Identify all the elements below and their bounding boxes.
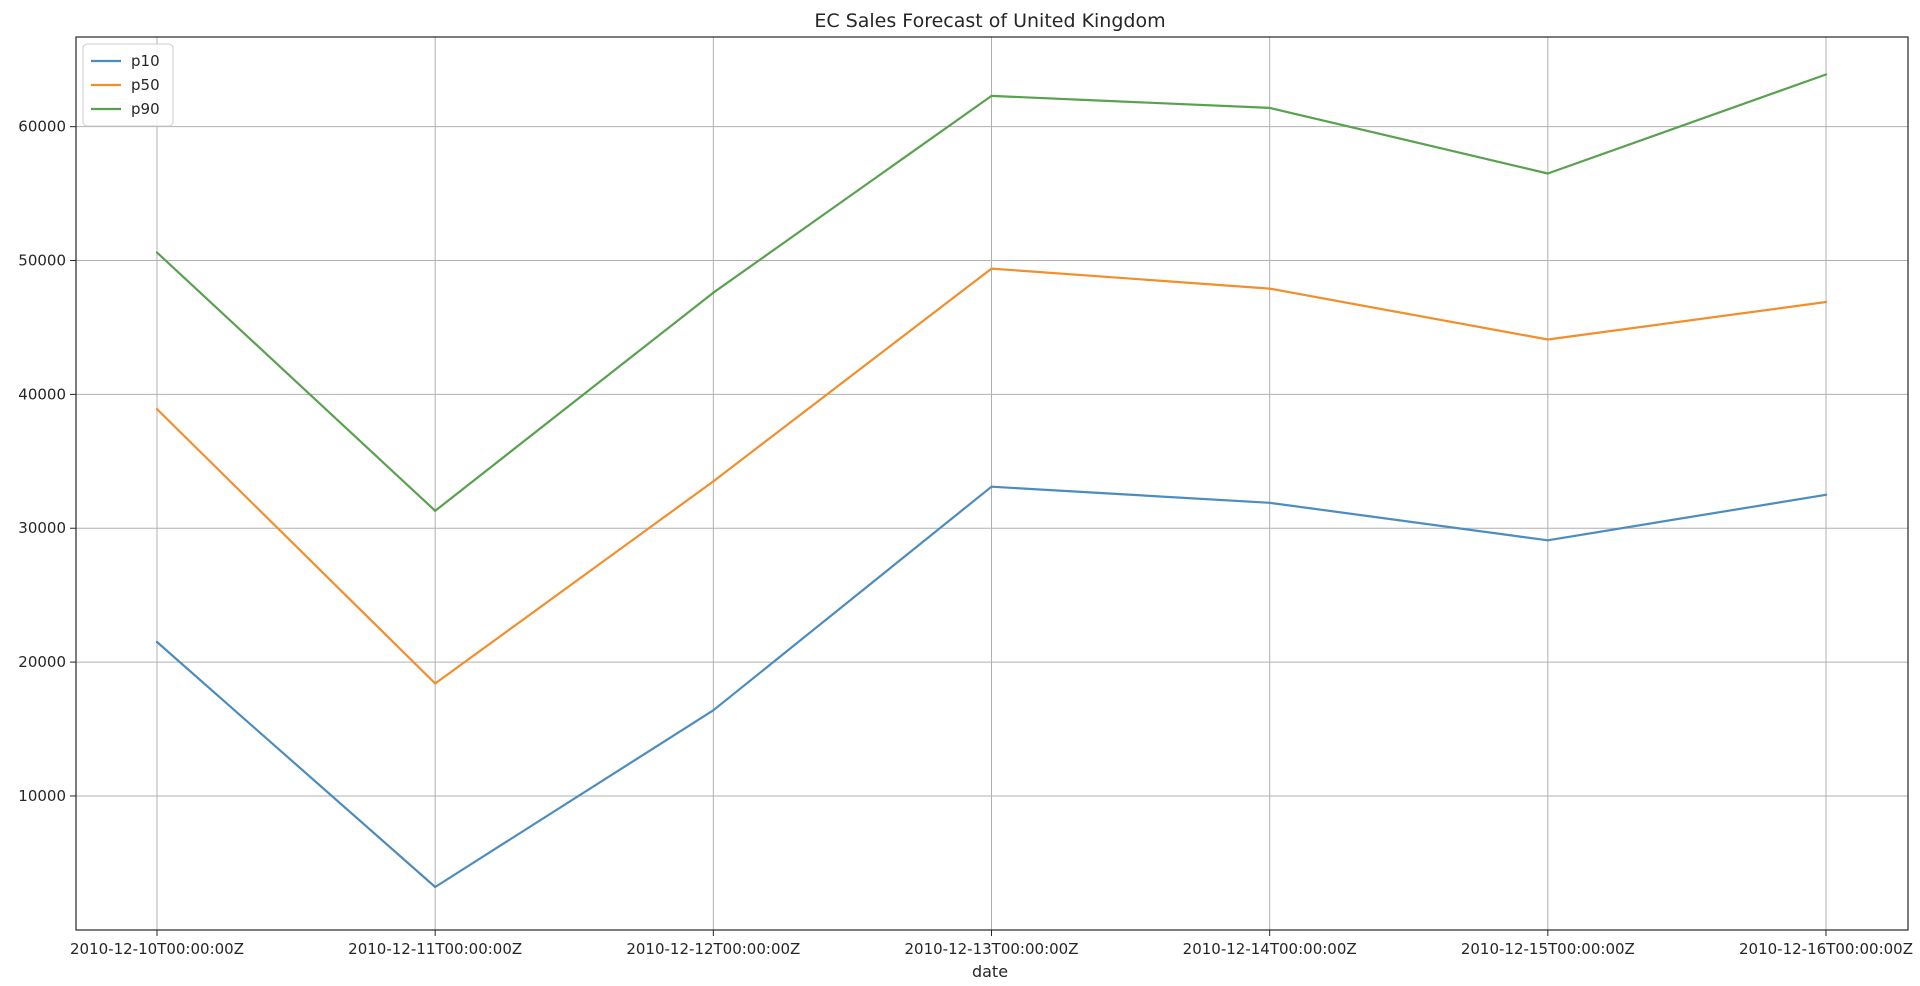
y-tick-label: 20000 [18, 653, 66, 671]
x-tick-label: 2010-12-11T00:00:00Z [348, 940, 522, 958]
data-point-p50 [1546, 338, 1549, 341]
data-point-p10 [712, 709, 715, 712]
data-point-p10 [1268, 501, 1271, 504]
x-tick-label: 2010-12-15T00:00:00Z [1461, 940, 1635, 958]
legend-label-p10: p10 [131, 52, 160, 70]
chart-title: EC Sales Forecast of United Kingdom [814, 10, 1165, 32]
y-tick-label: 50000 [18, 252, 66, 270]
data-point-p50 [712, 480, 715, 483]
legend-label-p90: p90 [131, 100, 160, 118]
data-point-p10 [434, 885, 437, 889]
data-point-p50 [1268, 287, 1271, 290]
y-tick-label: 40000 [18, 385, 66, 403]
series-lines [155, 73, 1828, 889]
x-tick-label: 2010-12-14T00:00:00Z [1183, 940, 1357, 958]
data-point-p10 [1824, 493, 1828, 496]
legend: p10 p50 p90 [82, 43, 174, 127]
x-tick-label: 2010-12-10T00:00:00Z [70, 940, 244, 958]
data-point-p10 [990, 485, 993, 488]
data-point-p10 [155, 640, 159, 644]
x-tick-label: 2010-12-16T00:00:00Z [1739, 940, 1913, 958]
x-tick-label: 2010-12-13T00:00:00Z [905, 940, 1079, 958]
data-point-p90 [1268, 106, 1271, 110]
data-point-p90 [434, 509, 437, 512]
data-point-p50 [990, 267, 993, 270]
x-tick-label: 2010-12-12T00:00:00Z [626, 940, 800, 958]
data-point-p50 [1824, 300, 1828, 304]
legend-label-p50: p50 [131, 76, 160, 94]
legend-box [82, 43, 174, 127]
data-point-p90 [155, 251, 159, 254]
y-tick-label: 30000 [18, 519, 66, 537]
y-tick-label: 60000 [18, 118, 66, 136]
grid-lines [76, 37, 1908, 930]
x-axis-ticks: 2010-12-10T00:00:00Z 2010-12-11T00:00:00Z… [70, 930, 1913, 958]
data-point-p90 [990, 94, 993, 97]
x-axis-title: date [972, 962, 1008, 981]
data-point-p90 [1546, 172, 1549, 175]
data-point-p50 [155, 408, 159, 411]
y-tick-label: 10000 [18, 787, 66, 805]
y-axis-ticks: 10000 20000 30000 40000 50000 60000 [18, 118, 76, 805]
data-point-p90 [712, 291, 715, 294]
data-point-p90 [1824, 73, 1828, 76]
data-point-p10 [1546, 539, 1549, 542]
data-point-p50 [434, 682, 437, 685]
